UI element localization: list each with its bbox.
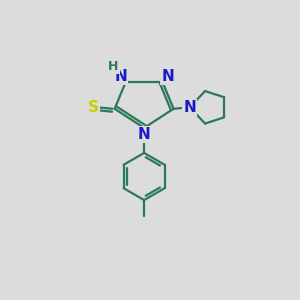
Text: S: S <box>88 100 99 115</box>
Text: N: N <box>138 127 151 142</box>
Text: N: N <box>161 69 174 84</box>
Text: N: N <box>114 69 127 84</box>
Text: N: N <box>183 100 196 115</box>
Text: H: H <box>108 61 119 74</box>
